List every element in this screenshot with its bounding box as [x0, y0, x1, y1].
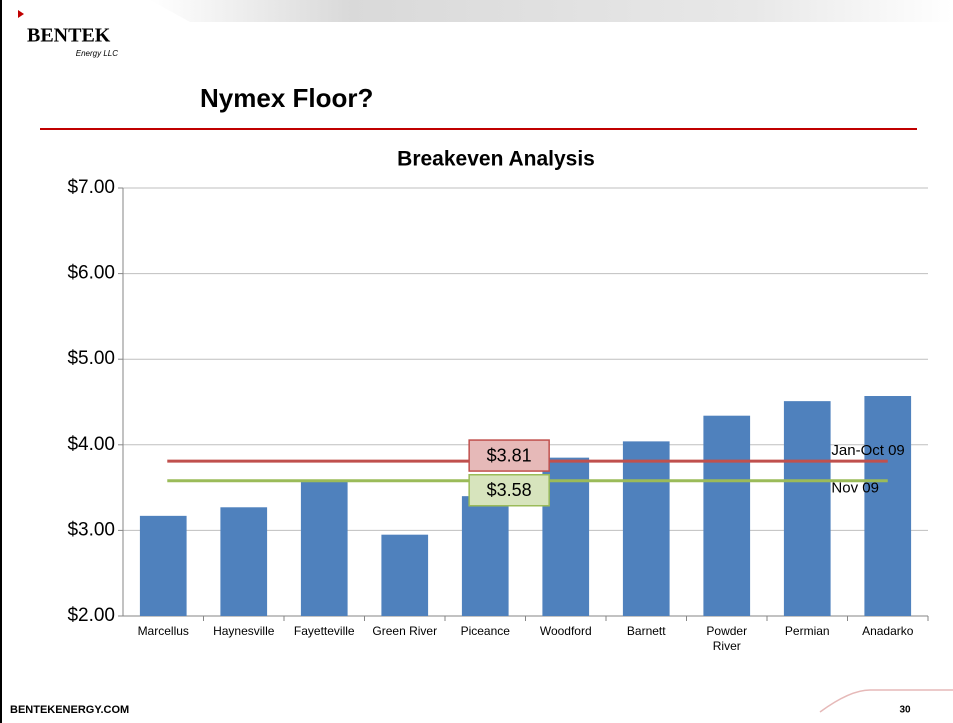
slide-title: Nymex Floor?	[200, 83, 373, 113]
x-tick-label: Fayetteville	[293, 624, 355, 638]
reference-label-box	[468, 474, 550, 507]
reference-label: $3.58	[487, 480, 532, 500]
x-tick-label: Piceance	[460, 624, 510, 638]
y-tick-label: $3.00	[67, 519, 115, 540]
x-tick-label: Green River	[372, 624, 438, 638]
x-tick-label: Woodford	[539, 624, 592, 638]
header-band	[150, 0, 953, 22]
x-tick-label: Anadarko	[862, 624, 914, 638]
chart-title: Breakeven Analysis	[397, 148, 595, 171]
x-tick-label-box: Piceance	[460, 624, 510, 638]
x-tick-label-box: Fayetteville	[293, 624, 355, 638]
y-tick-label: $6.00	[67, 263, 115, 284]
x-tick-label: Marcellus	[137, 624, 189, 638]
x-tick-label-box: Powder River	[706, 624, 748, 653]
footer-curve	[819, 689, 953, 713]
logo-sub: Energy LLC	[76, 49, 118, 58]
bar	[783, 401, 831, 616]
y-tick-label: $2.00	[67, 605, 115, 626]
reference-line-name: Jan-Oct 09	[831, 442, 904, 459]
x-tick-label: Haynesville	[213, 624, 275, 638]
x-tick-label-box: Green River	[372, 624, 438, 638]
bar	[220, 507, 268, 616]
y-tick-label: $5.00	[67, 348, 115, 369]
x-tick-label-box: Permian	[784, 624, 830, 638]
x-tick-label-box: Anadarko	[862, 624, 914, 638]
y-tick-label: $7.00	[67, 177, 115, 198]
x-tick-label: Barnett	[626, 624, 666, 638]
bar	[622, 441, 670, 616]
x-tick-label: Permian	[784, 624, 830, 638]
x-tick-label-box: Woodford	[539, 624, 592, 638]
bar	[381, 534, 429, 616]
bar	[864, 396, 912, 616]
bar	[461, 496, 509, 616]
x-tick-label-box: Haynesville	[213, 624, 275, 638]
reference-label-box	[468, 439, 550, 472]
logo-mark	[18, 10, 24, 18]
bar	[300, 480, 348, 616]
bar	[542, 457, 590, 616]
logo: BENTEK	[27, 25, 111, 47]
x-tick-label-box: Barnett	[626, 624, 666, 638]
reference-label: $3.81	[487, 445, 532, 465]
y-tick-label: $4.00	[67, 434, 115, 455]
bar	[703, 415, 751, 616]
page-number: 30	[899, 705, 911, 716]
plot: $2.00 $3.00 $4.00 $5.00 $6.00 $7.00 Marcellus H…	[67, 177, 929, 653]
x-tick-label: Powder River	[706, 624, 748, 653]
footer: BENTEKENERGY.COM	[10, 704, 129, 716]
x-tick-label-box: Marcellus	[137, 624, 189, 638]
bar	[139, 515, 187, 616]
reference-line-name: Nov 09	[831, 480, 879, 497]
